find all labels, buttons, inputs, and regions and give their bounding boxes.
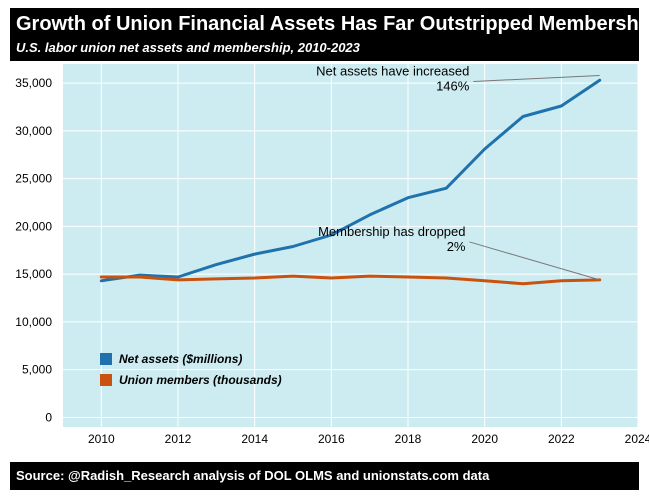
data-point <box>368 214 371 216</box>
data-point <box>177 276 179 278</box>
data-point <box>407 276 409 278</box>
data-point <box>560 280 563 282</box>
x-tick-label: 2018 <box>395 432 422 446</box>
legend: Net assets ($millions) Union members (tho… <box>100 352 282 387</box>
data-point <box>368 275 371 277</box>
data-point <box>215 263 218 266</box>
series-line-union-members <box>99 274 602 286</box>
x-tick-label: 2010 <box>88 432 115 446</box>
legend-swatch <box>100 353 112 365</box>
plot-area <box>63 64 638 427</box>
source-note: Source: @Radish_Research analysis of DOL… <box>16 468 490 483</box>
data-point <box>100 276 103 278</box>
annotation-text: 2% <box>447 239 466 254</box>
data-point <box>445 277 448 279</box>
data-point <box>330 277 333 279</box>
x-tick-label: 2020 <box>471 432 498 446</box>
y-tick-label: 10,000 <box>15 315 52 329</box>
x-tick-label: 2016 <box>318 432 345 446</box>
data-point <box>138 276 141 278</box>
y-tick-label: 30,000 <box>15 124 52 138</box>
y-axis: 0 5,000 10,000 15,000 20,000 25,000 30,000 35,0… <box>15 76 52 424</box>
data-point <box>483 148 486 150</box>
y-tick-label: 5,000 <box>22 363 52 377</box>
y-tick-label: 0 <box>45 410 52 424</box>
y-tick-label: 35,000 <box>15 76 52 90</box>
annotation-text: Net assets have increased <box>316 63 469 78</box>
data-point <box>483 280 486 282</box>
y-tick-label: 25,000 <box>15 172 52 186</box>
y-tick-label: 20,000 <box>15 219 52 233</box>
x-tick-label: 2024 <box>625 432 649 446</box>
data-point <box>522 115 524 118</box>
annotation-leader-line <box>473 74 600 82</box>
annotation-text: Membership has dropped <box>318 224 465 239</box>
data-point <box>407 196 409 199</box>
data-point <box>100 280 103 282</box>
data-point <box>445 187 448 189</box>
data-point <box>253 253 256 255</box>
chart-footer: Source: @Radish_Research analysis of DOL… <box>10 462 639 490</box>
annotation-text: 146% <box>436 78 470 93</box>
data-point <box>598 79 601 82</box>
data-point <box>177 279 179 281</box>
y-tick-label: 15,000 <box>15 267 52 281</box>
data-point <box>522 282 524 285</box>
data-point <box>330 234 333 236</box>
data-point <box>292 275 294 277</box>
series-line-net-assets <box>99 78 602 283</box>
data-point <box>215 278 218 280</box>
legend-label: Net assets ($millions) <box>119 352 242 366</box>
data-point <box>253 277 256 279</box>
annotation-leader-line <box>469 241 600 281</box>
legend-swatch <box>100 374 112 386</box>
x-axis: 2010 2012 2014 2016 2018 2020 2022 2024 <box>88 432 649 446</box>
data-point <box>292 245 294 248</box>
x-tick-label: 2012 <box>165 432 192 446</box>
data-point <box>560 105 563 107</box>
chart-header: Growth of Union Financial Assets Has Far… <box>10 8 649 61</box>
series-layer <box>99 78 602 286</box>
chart-title: Growth of Union Financial Assets Has Far… <box>16 13 649 35</box>
x-tick-label: 2014 <box>241 432 268 446</box>
chart-subtitle: U.S. labor union net assets and membersh… <box>16 40 360 55</box>
legend-label: Union members (thousands) <box>119 373 282 387</box>
x-tick-label: 2022 <box>548 432 575 446</box>
